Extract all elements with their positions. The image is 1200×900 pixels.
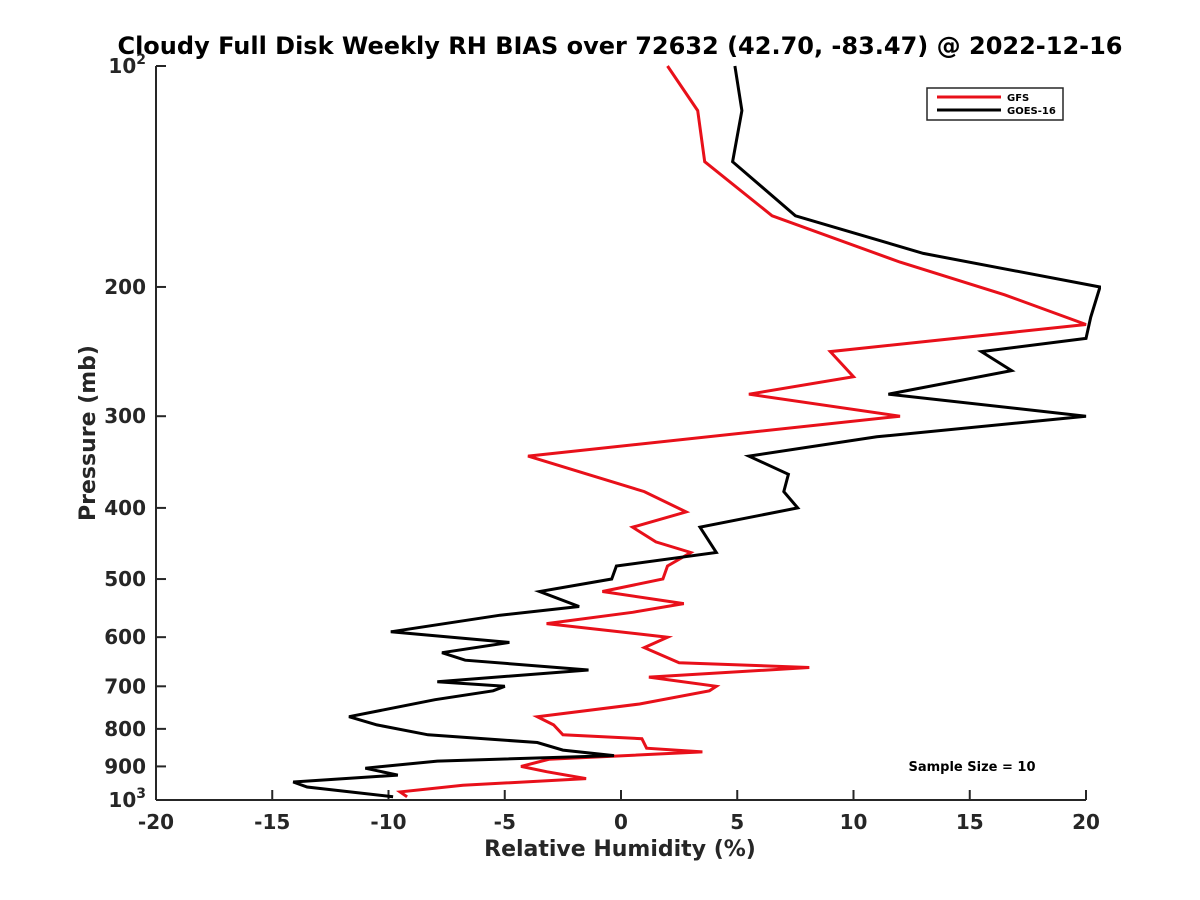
y-tick-label: 800 (104, 717, 146, 741)
y-tick-exponent: 3 (136, 786, 146, 802)
y-tick-base: 10 (108, 788, 136, 812)
y-tick-label: 600 (104, 625, 146, 649)
y-tick-label: 700 (104, 674, 146, 698)
x-tick-label: 0 (614, 810, 628, 834)
x-tick-label: 5 (730, 810, 744, 834)
x-tick-label: -5 (494, 810, 516, 834)
y-tick-label: 300 (104, 404, 146, 428)
series-layer (292, 65, 1101, 799)
x-tick-label: -15 (254, 810, 290, 834)
x-axis-label: Relative Humidity (%) (484, 837, 756, 862)
x-tick-label: -10 (370, 810, 406, 834)
legend: GFS GOES-16 (926, 87, 1064, 121)
legend-label: GOES-16 (1007, 106, 1056, 117)
sample-size-annotation: Sample Size = 10 (908, 760, 1035, 775)
x-tick-label: 20 (1072, 810, 1100, 834)
x-tick-label: -20 (138, 810, 174, 834)
x-tick-label: 15 (956, 810, 984, 834)
y-tick-label: 400 (104, 496, 146, 520)
series-line-gfs (395, 65, 1087, 799)
legend-box (926, 87, 1064, 121)
y-tick-base: 10 (108, 54, 136, 78)
series-line-goes-16 (292, 65, 1101, 799)
y-tick-exponent: 2 (136, 52, 146, 68)
y-tick-label: 500 (104, 567, 146, 591)
x-tick-label: 10 (840, 810, 868, 834)
y-tick-label: 900 (104, 754, 146, 778)
chart-title: Cloudy Full Disk Weekly RH BIAS over 726… (117, 32, 1122, 60)
y-tick-label: 200 (104, 275, 146, 299)
legend-label: GFS (1007, 93, 1029, 104)
y-tick-label: 102 (108, 52, 146, 78)
y-tick-label: 103 (108, 786, 146, 812)
y-axis-label: Pressure (mb) (76, 345, 101, 521)
x-axis-ticks: -20 -15 -10 -5 0 5 10 15 20 (138, 790, 1100, 834)
